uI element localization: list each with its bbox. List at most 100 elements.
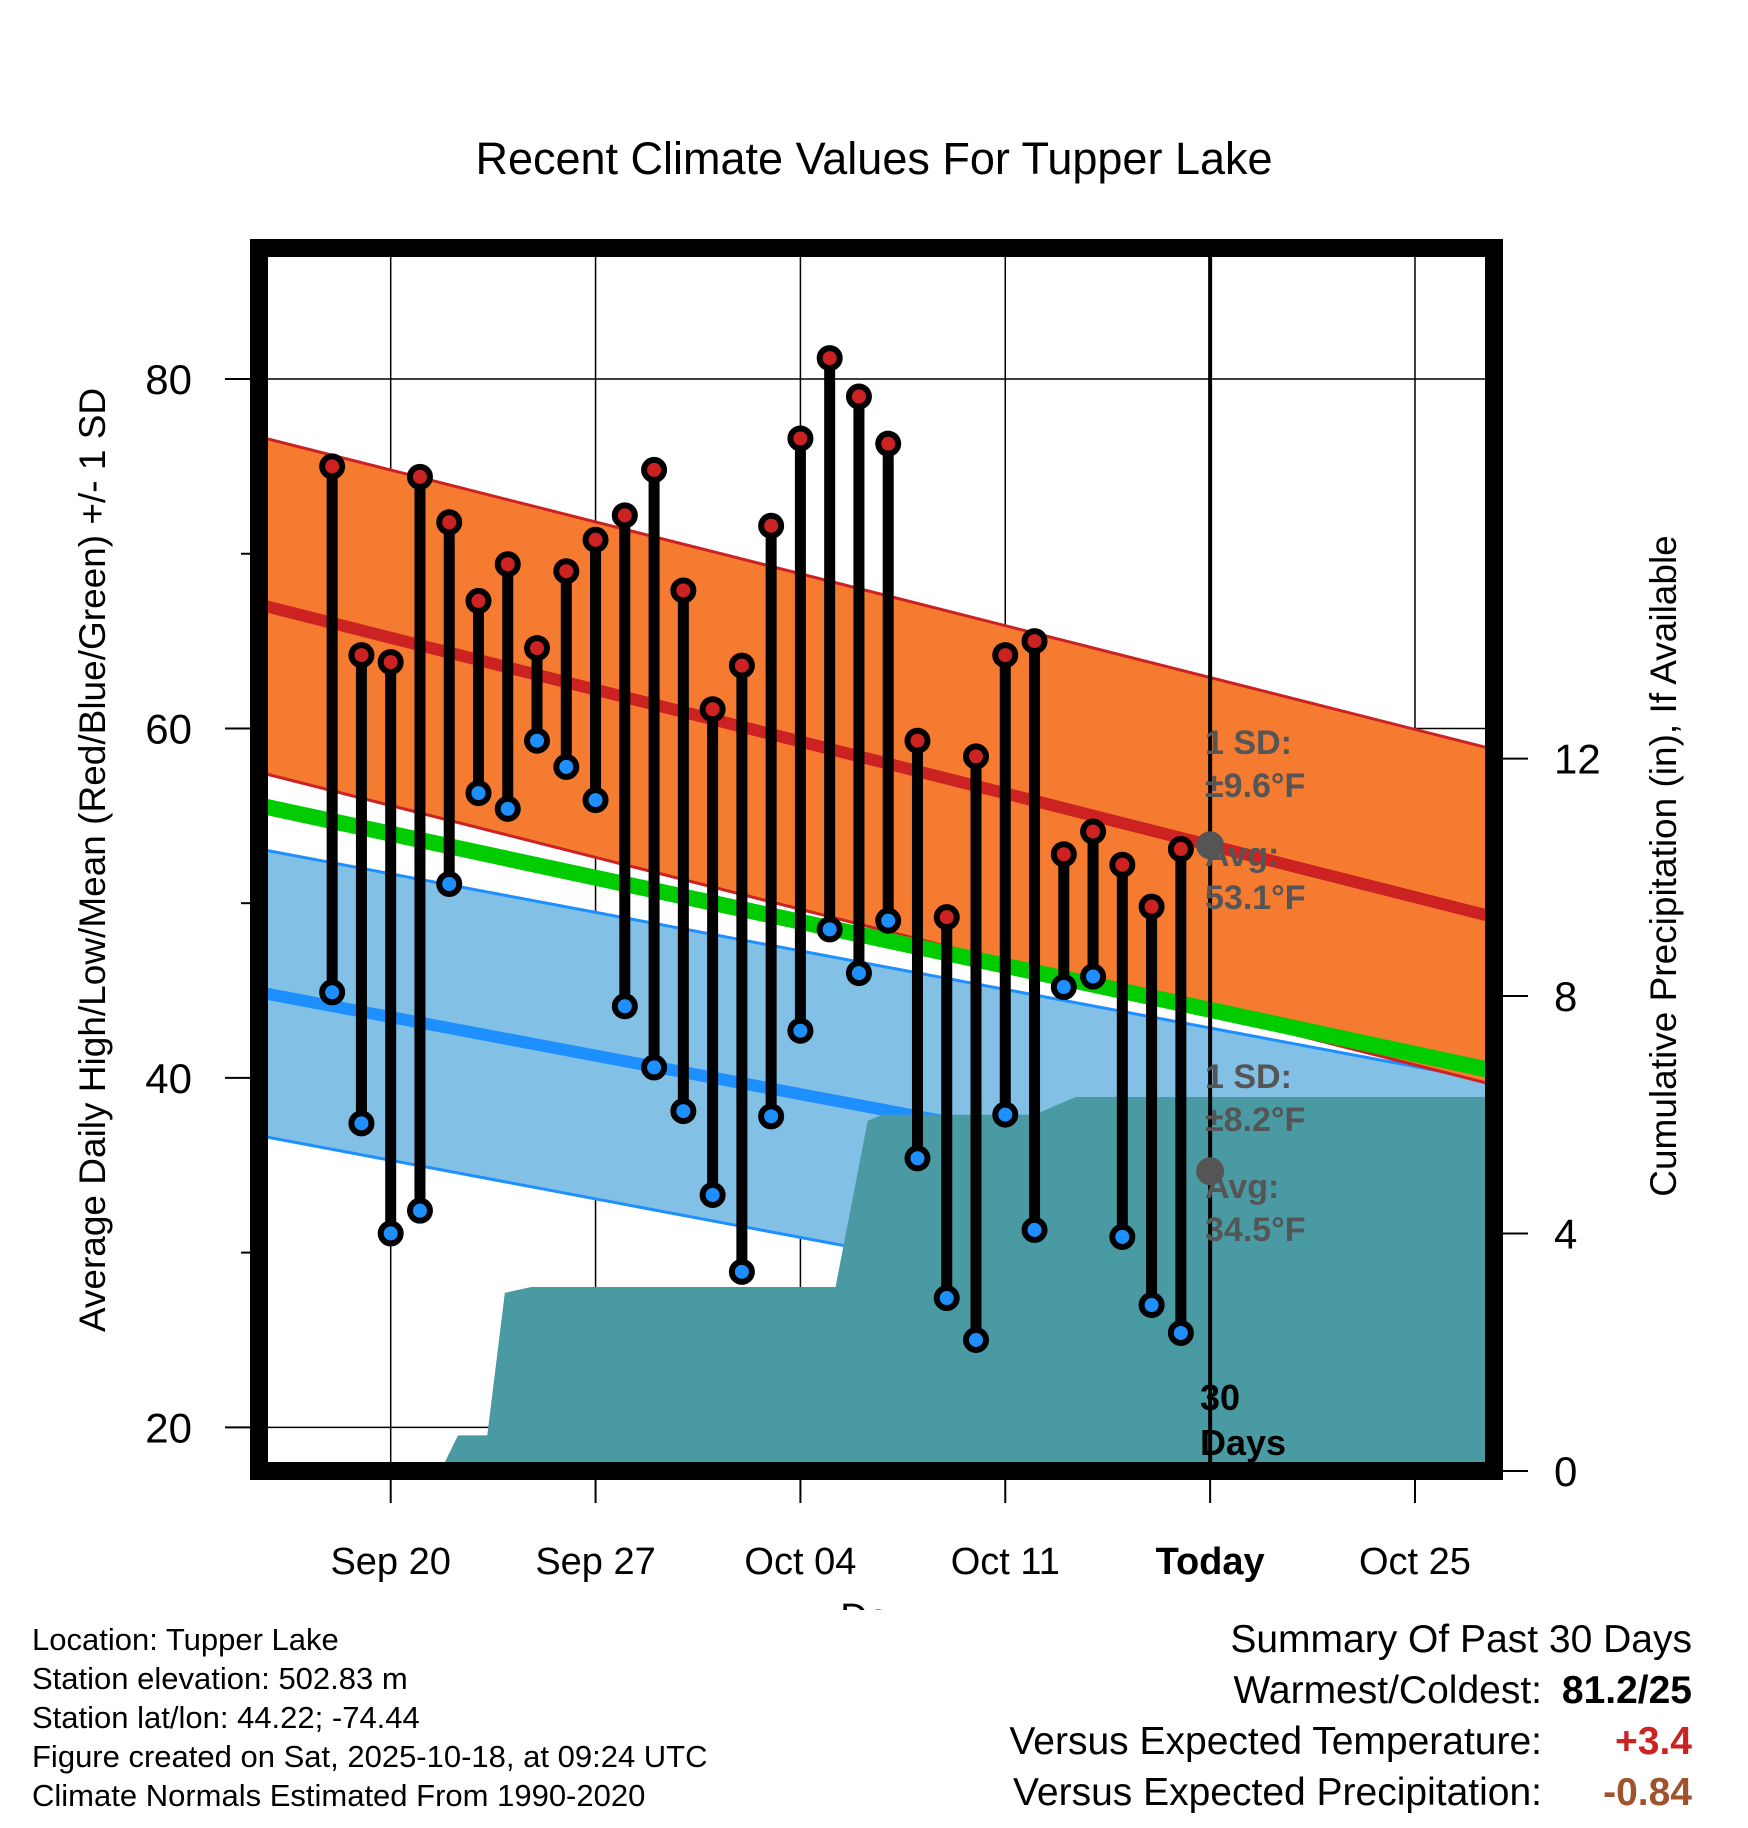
warmest-value: 81.2/25 xyxy=(1561,1669,1692,1712)
daily-high-point xyxy=(641,456,668,483)
daily-high-point xyxy=(436,509,463,536)
y-axis-label: Average Daily High/Low/Mean (Red/Blue/Gr… xyxy=(72,388,113,1332)
plot-frame xyxy=(250,239,1503,1480)
daily-low-point xyxy=(582,787,609,814)
x-tick-label: Oct 11 xyxy=(951,1541,1060,1583)
period-value: 30 xyxy=(1200,1377,1240,1418)
daily-low-point xyxy=(406,1197,433,1224)
daily-high-point xyxy=(465,587,492,614)
daily-low-point xyxy=(553,753,580,780)
daily-low-point xyxy=(933,1285,960,1312)
high-sd-label: 1 SD: xyxy=(1205,724,1292,762)
daily-low-point xyxy=(1167,1319,1194,1346)
daily-low-point xyxy=(699,1181,726,1208)
daily-high-point xyxy=(963,743,990,770)
high-avg-label: Avg: xyxy=(1205,836,1279,874)
today-low-avg-point xyxy=(1196,1157,1225,1186)
daily-high-point xyxy=(816,345,843,372)
y-tick-label: 20 xyxy=(145,1404,192,1451)
low-avg-value: 34.5°F xyxy=(1205,1211,1306,1249)
station-info: Location: Tupper Lake Station elevation:… xyxy=(32,1620,932,1815)
daily-low-point xyxy=(1109,1223,1136,1250)
daily-high-point xyxy=(553,558,580,585)
x-tick-label: Oct 04 xyxy=(744,1541,856,1583)
x-tick-label: Sep 20 xyxy=(330,1541,450,1583)
daily-low-point xyxy=(494,795,521,822)
daily-low-point xyxy=(875,907,902,934)
daily-low-point xyxy=(787,1017,814,1044)
precip-departure-label: Versus Expected Precipitation: xyxy=(1013,1771,1542,1814)
axes: 20 40 60 80 0 4 8 12 Sep 20 Sep 27 Oct 04 Oct 11 Tod… xyxy=(145,356,1600,1583)
daily-high-point xyxy=(611,502,638,529)
daily-low-point xyxy=(524,727,551,754)
daily-high-point xyxy=(699,696,726,723)
daily-low-point xyxy=(1080,963,1107,990)
plot-area xyxy=(259,248,1494,1471)
daily-low-point xyxy=(1050,974,1077,1001)
daily-low-point xyxy=(845,960,872,987)
daily-high-point xyxy=(875,430,902,457)
low-avg-label: Avg: xyxy=(1205,1168,1279,1206)
climate-chart: Recent Climate Values For Tupper Lake 1 … xyxy=(72,133,1684,1610)
chart-title: Recent Climate Values For Tupper Lake xyxy=(475,133,1272,184)
daily-high-point xyxy=(904,727,931,754)
daily-high-point xyxy=(787,425,814,452)
daily-high-point xyxy=(348,642,375,669)
y-right-tick-label: 8 xyxy=(1554,973,1577,1020)
daily-low-point xyxy=(1021,1216,1048,1243)
daily-high-point xyxy=(728,652,755,679)
location-text: Location: Tupper Lake xyxy=(32,1622,339,1657)
x-tick-label: Today xyxy=(1156,1541,1265,1583)
daily-high-point xyxy=(933,904,960,931)
created-text: Figure created on Sat, 2025-10-18, at 09… xyxy=(32,1739,708,1774)
daily-high-point xyxy=(1167,836,1194,863)
daily-high-point xyxy=(319,453,346,480)
daily-high-point xyxy=(1021,628,1048,655)
warmest-label: Warmest/Coldest: xyxy=(1233,1669,1542,1712)
daily-low-point xyxy=(611,993,638,1020)
daily-high-point xyxy=(406,463,433,490)
daily-low-point xyxy=(319,979,346,1006)
low-sd-value: ±8.2°F xyxy=(1205,1101,1305,1139)
daily-high-point xyxy=(670,577,697,604)
y-right-tick-label: 0 xyxy=(1554,1448,1577,1495)
daily-high-point xyxy=(582,526,609,553)
daily-low-point xyxy=(465,780,492,807)
y-right-tick-label: 12 xyxy=(1554,736,1601,783)
y-right-tick-label: 4 xyxy=(1554,1211,1577,1258)
daily-high-point xyxy=(1109,851,1136,878)
precip-departure-value: -0.84 xyxy=(1603,1771,1692,1814)
elevation-text: Station elevation: 502.83 m xyxy=(32,1661,408,1696)
high-avg-value: 53.1°F xyxy=(1205,879,1306,917)
daily-low-point xyxy=(670,1098,697,1125)
low-sd-label: 1 SD: xyxy=(1205,1058,1292,1096)
temp-departure-value: +3.4 xyxy=(1615,1720,1692,1763)
daily-high-point xyxy=(524,635,551,662)
daily-low-point xyxy=(816,916,843,943)
y-tick-label: 40 xyxy=(145,1055,192,1102)
daily-high-point xyxy=(494,551,521,578)
summary-panel: Summary Of Past 30 Days Warmest/Coldest:… xyxy=(872,1618,1692,1822)
daily-range-sticks xyxy=(319,345,1194,1353)
daily-high-point xyxy=(992,642,1019,669)
daily-low-point xyxy=(758,1103,785,1130)
daily-low-point xyxy=(963,1326,990,1353)
summary-title: Summary Of Past 30 Days xyxy=(1230,1618,1692,1661)
x-tick-label: Sep 27 xyxy=(535,1541,655,1583)
daily-high-point xyxy=(1080,818,1107,845)
high-normal-line xyxy=(259,598,1494,923)
daily-high-point xyxy=(845,383,872,410)
y-tick-label: 80 xyxy=(145,356,192,403)
x-tick-label: Oct 25 xyxy=(1359,1541,1471,1583)
daily-low-point xyxy=(728,1258,755,1285)
y-tick-label: 60 xyxy=(145,705,192,752)
daily-high-point xyxy=(758,512,785,539)
temp-departure-label: Versus Expected Temperature: xyxy=(1009,1720,1542,1763)
period-unit: Days xyxy=(1200,1422,1286,1463)
daily-low-point xyxy=(992,1101,1019,1128)
normals-text: Climate Normals Estimated From 1990-2020 xyxy=(32,1778,646,1813)
latlon-text: Station lat/lon: 44.22; -74.44 xyxy=(32,1700,420,1735)
daily-low-point xyxy=(436,870,463,897)
daily-high-point xyxy=(1050,841,1077,868)
high-sd-value: ±9.6°F xyxy=(1205,767,1305,805)
